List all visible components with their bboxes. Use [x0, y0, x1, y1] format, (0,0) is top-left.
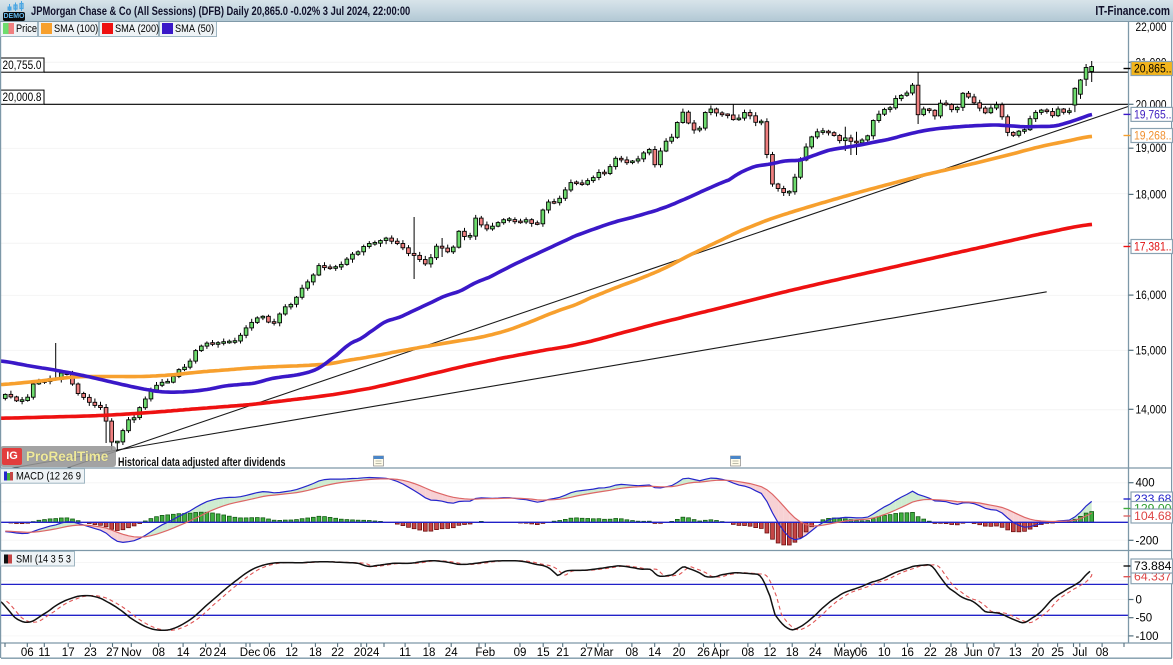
svg-text:14,000: 14,000 — [1136, 404, 1167, 416]
svg-text:15,000: 15,000 — [1136, 345, 1167, 357]
svg-text:06: 06 — [263, 647, 276, 659]
svg-text:23: 23 — [84, 647, 97, 659]
svg-text:14: 14 — [648, 647, 661, 659]
svg-text:Nov: Nov — [121, 647, 142, 659]
svg-text:-100: -100 — [1136, 631, 1159, 643]
svg-text:18,000: 18,000 — [1136, 189, 1167, 201]
svg-text:08: 08 — [1096, 647, 1109, 659]
svg-text:13: 13 — [1009, 647, 1022, 659]
svg-text:20,865..: 20,865.. — [1134, 64, 1172, 76]
svg-text:16: 16 — [901, 647, 914, 659]
svg-text:25: 25 — [1051, 647, 1064, 659]
svg-text:20: 20 — [199, 647, 212, 659]
svg-text:24: 24 — [445, 647, 458, 659]
svg-text:22: 22 — [331, 647, 344, 659]
svg-text:06: 06 — [855, 647, 868, 659]
svg-text:-50: -50 — [1136, 613, 1153, 625]
svg-text:19,765..: 19,765.. — [1134, 109, 1172, 121]
svg-text:19,000: 19,000 — [1136, 143, 1167, 155]
svg-text:26: 26 — [697, 647, 710, 659]
svg-text:22: 22 — [924, 647, 937, 659]
svg-text:10: 10 — [878, 647, 891, 659]
svg-text:06: 06 — [21, 647, 34, 659]
svg-text:Jun: Jun — [964, 647, 983, 659]
svg-text:Mar: Mar — [594, 647, 614, 659]
svg-text:Dec: Dec — [240, 647, 261, 659]
svg-text:-200: -200 — [1136, 535, 1159, 547]
svg-text:MACD (12 26 9: MACD (12 26 9 — [16, 471, 81, 483]
svg-text:20,000.8: 20,000.8 — [3, 92, 42, 104]
svg-text:64.337: 64.337 — [1134, 572, 1172, 584]
svg-text:20,755.0: 20,755.0 — [3, 60, 42, 72]
svg-text:09: 09 — [514, 647, 527, 659]
svg-text:28: 28 — [945, 647, 958, 659]
svg-text:27: 27 — [580, 647, 593, 659]
svg-text:19,268..: 19,268.. — [1134, 131, 1172, 143]
svg-text:20: 20 — [1032, 647, 1045, 659]
svg-text:24: 24 — [809, 647, 822, 659]
svg-text:12: 12 — [285, 647, 298, 659]
svg-text:SMI (14 3 5 3: SMI (14 3 5 3 — [16, 554, 71, 566]
svg-text:0: 0 — [1136, 595, 1142, 607]
svg-text:20: 20 — [673, 647, 686, 659]
svg-text:07: 07 — [988, 647, 1001, 659]
svg-text:08: 08 — [152, 647, 165, 659]
svg-text:24: 24 — [214, 647, 227, 659]
svg-text:17,381..: 17,381.. — [1134, 242, 1172, 254]
svg-text:73.884: 73.884 — [1134, 561, 1172, 573]
svg-text:12: 12 — [764, 647, 777, 659]
svg-text:Feb: Feb — [475, 647, 495, 659]
svg-text:15: 15 — [537, 647, 550, 659]
svg-text:16,000: 16,000 — [1136, 290, 1167, 302]
svg-text:14: 14 — [177, 647, 190, 659]
svg-text:17: 17 — [62, 647, 75, 659]
svg-text:08: 08 — [626, 647, 639, 659]
svg-text:Apr: Apr — [712, 647, 730, 659]
svg-text:400: 400 — [1136, 478, 1155, 490]
svg-text:18: 18 — [786, 647, 799, 659]
svg-text:11: 11 — [399, 647, 411, 659]
svg-text:18: 18 — [309, 647, 322, 659]
svg-text:22,000: 22,000 — [1136, 22, 1167, 34]
svg-text:May: May — [834, 647, 856, 659]
svg-text:104.68: 104.68 — [1134, 511, 1172, 523]
svg-text:2024: 2024 — [354, 647, 380, 659]
svg-text:21: 21 — [556, 647, 569, 659]
svg-text:08: 08 — [742, 647, 755, 659]
svg-text:Jul: Jul — [1072, 647, 1087, 659]
svg-text:27: 27 — [106, 647, 119, 659]
svg-text:11: 11 — [38, 647, 50, 659]
svg-text:18: 18 — [423, 647, 436, 659]
